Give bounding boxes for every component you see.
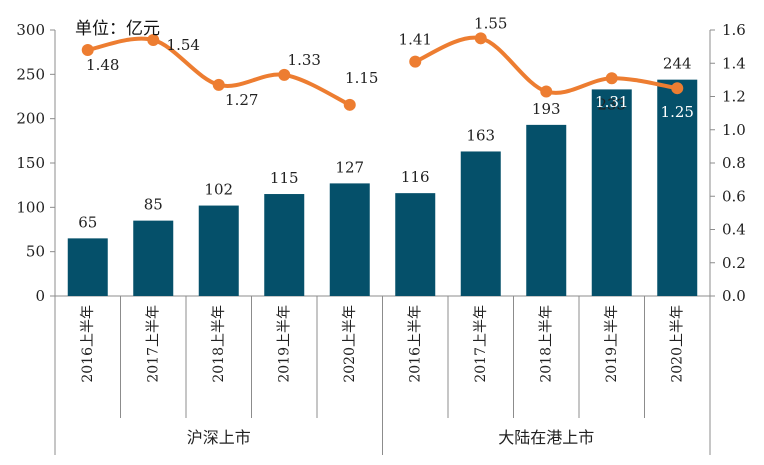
line-point bbox=[540, 85, 553, 98]
unit-label: 单位：亿元 bbox=[75, 19, 160, 39]
right-tick-label: 1.0 bbox=[722, 121, 746, 139]
right-tick-label: 1.6 bbox=[722, 21, 746, 39]
bar-value-label: 163 bbox=[466, 126, 495, 144]
line-value-label: 1.48 bbox=[86, 56, 119, 74]
bar bbox=[133, 220, 174, 296]
left-tick-label: 0 bbox=[35, 287, 45, 305]
bar-value-label: 102 bbox=[204, 181, 233, 199]
group-label: 大陆在港上市 bbox=[498, 428, 594, 447]
line-value-label: 1.33 bbox=[288, 51, 321, 69]
line-point bbox=[278, 68, 291, 81]
category-label: 2019上半年 bbox=[604, 305, 620, 383]
bar bbox=[526, 124, 567, 296]
line-value-label: 1.54 bbox=[167, 36, 200, 54]
bar-value-label: 244 bbox=[663, 55, 692, 73]
line-series bbox=[85, 36, 352, 107]
line-point bbox=[147, 33, 160, 46]
left-tick-label: 300 bbox=[16, 21, 45, 39]
bar-value-label: 127 bbox=[335, 158, 364, 176]
bar bbox=[657, 79, 698, 296]
left-tick-label: 250 bbox=[16, 65, 45, 83]
bar-value-label: 116 bbox=[401, 168, 430, 186]
category-label: 2018上半年 bbox=[538, 305, 554, 383]
bar bbox=[198, 205, 239, 296]
line-point bbox=[343, 98, 356, 111]
right-tick-label: 0.6 bbox=[722, 187, 746, 205]
bar-value-label: 115 bbox=[270, 169, 299, 187]
bar bbox=[329, 183, 370, 296]
category-label: 2017上半年 bbox=[145, 305, 161, 383]
bar-value-label: 233 bbox=[597, 95, 626, 113]
line-point bbox=[81, 43, 94, 56]
line-value-label: 1.15 bbox=[345, 69, 378, 87]
right-tick-label: 0.2 bbox=[722, 254, 746, 272]
category-label: 2016上半年 bbox=[407, 305, 423, 383]
bar bbox=[395, 193, 436, 296]
line-point bbox=[212, 78, 225, 91]
line-value-label: 1.27 bbox=[225, 91, 258, 109]
line-value-label: 1.55 bbox=[474, 14, 507, 32]
line-value-label: 1.31 bbox=[595, 93, 628, 111]
bar-value-label: 85 bbox=[144, 196, 163, 214]
bar bbox=[591, 89, 632, 296]
bar bbox=[460, 151, 501, 296]
line-point bbox=[409, 55, 422, 68]
bar-value-label: 193 bbox=[532, 100, 561, 118]
right-tick-label: 0.0 bbox=[722, 287, 746, 305]
line-point bbox=[474, 32, 487, 45]
right-tick-label: 0.4 bbox=[722, 221, 746, 239]
category-label: 2016上半年 bbox=[80, 305, 96, 383]
line-value-label: 1.41 bbox=[399, 31, 432, 49]
bar-value-label: 65 bbox=[78, 213, 97, 231]
category-label: 2020上半年 bbox=[669, 305, 685, 383]
left-tick-label: 50 bbox=[26, 243, 45, 261]
category-label: 2017上半年 bbox=[473, 305, 489, 383]
right-tick-label: 1.2 bbox=[722, 88, 746, 106]
line-point bbox=[671, 82, 684, 95]
group-label: 沪深上市 bbox=[187, 428, 251, 447]
line-point bbox=[605, 72, 618, 85]
bar bbox=[67, 238, 108, 296]
left-tick-label: 200 bbox=[16, 110, 45, 128]
category-label: 2020上半年 bbox=[342, 305, 358, 383]
category-label: 2018上半年 bbox=[211, 305, 227, 383]
left-tick-label: 100 bbox=[16, 198, 45, 216]
line-series bbox=[413, 35, 680, 95]
bar bbox=[264, 194, 305, 296]
line-value-label: 1.25 bbox=[661, 103, 694, 121]
right-tick-label: 0.8 bbox=[722, 154, 746, 172]
left-tick-label: 150 bbox=[16, 154, 45, 172]
category-label: 2019上半年 bbox=[276, 305, 292, 383]
right-tick-label: 1.4 bbox=[722, 54, 746, 72]
